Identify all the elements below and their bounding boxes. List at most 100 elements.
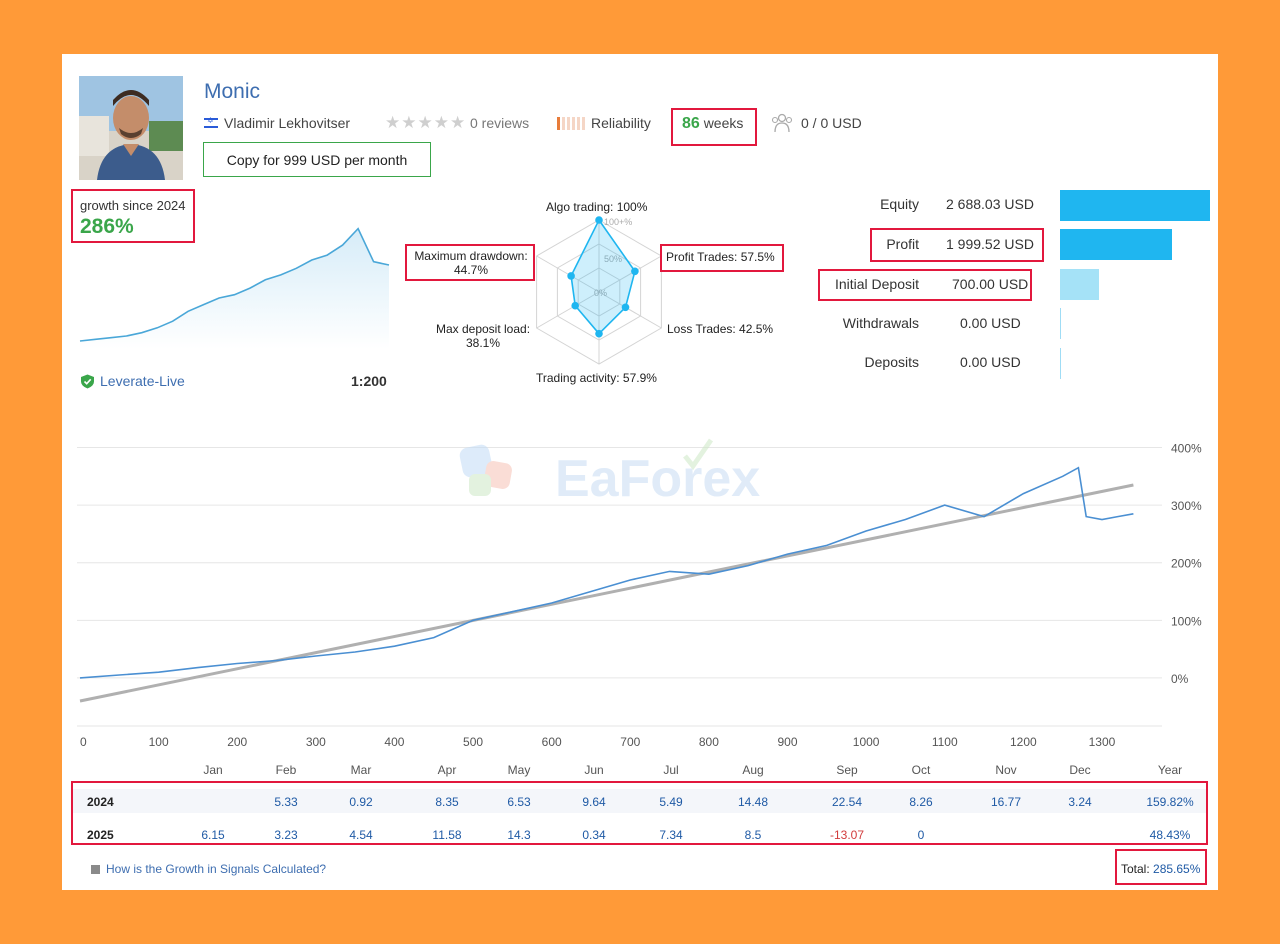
- equity-bar: [1060, 190, 1210, 221]
- author[interactable]: Vladimir Lekhovitser: [204, 115, 350, 131]
- copy-signal-button[interactable]: Copy for 999 USD per month: [203, 142, 431, 177]
- x-tick-label: 1300: [1089, 735, 1116, 749]
- signal-name[interactable]: Monic: [204, 80, 261, 103]
- table-row-bg: [73, 789, 1206, 813]
- broker[interactable]: Leverate-Live: [80, 373, 185, 389]
- radar-point-loss_trades: [621, 303, 630, 312]
- watermark-text: EaForex: [555, 450, 760, 508]
- table-cell: 6.53: [507, 795, 531, 809]
- x-tick-label: 100: [149, 735, 169, 749]
- table-cell: 0.92: [349, 795, 373, 809]
- month-header: Nov: [995, 763, 1017, 777]
- table-highlight: [71, 781, 1208, 845]
- radar-point-drawdown: [567, 272, 575, 280]
- weeks-highlight: [671, 108, 757, 146]
- table-cell: 4.54: [349, 828, 373, 842]
- drawdown-label: Maximum drawdown:: [414, 249, 528, 263]
- table-cell: 6.15: [201, 828, 225, 842]
- table-cell: 5.49: [659, 795, 683, 809]
- x-tick-label: 400: [384, 735, 404, 749]
- table-cell: 11.58: [432, 828, 462, 842]
- deposits-value: 0.00 USD: [960, 354, 1021, 370]
- radar-axis-1: [598, 255, 662, 293]
- table-cell: -13.07: [829, 828, 865, 842]
- table-cell: 14.48: [737, 795, 769, 809]
- x-tick-label: 900: [778, 735, 798, 749]
- y-tick-label: 0%: [1171, 672, 1189, 686]
- drawdown-value: 44.7%: [453, 263, 489, 277]
- table-cell: 8.26: [909, 795, 933, 809]
- chart-grid: [77, 447, 1162, 727]
- table-cell: 3.23: [274, 828, 298, 842]
- table-cell: 5.33: [274, 795, 298, 809]
- x-tick-label: 1200: [1010, 735, 1037, 749]
- table-cell: 48.43%: [1149, 828, 1191, 842]
- author-name[interactable]: Vladimir Lekhovitser: [224, 115, 351, 131]
- radar-label-activity: Trading activity: 57.9%: [536, 371, 657, 385]
- y-axis-ticks: 400% 300% 200% 100% 0%: [1171, 442, 1202, 686]
- sparkline-line: [79, 227, 390, 342]
- y-tick-label: 300%: [1171, 499, 1202, 513]
- growth-highlight: [71, 189, 195, 243]
- radar-point-deposit_load: [571, 301, 579, 310]
- radar-point-profit_trades: [631, 267, 639, 276]
- table-cell: 9.64: [582, 795, 606, 809]
- leverage: 1:200: [351, 373, 387, 389]
- x-tick-label: 1000: [853, 735, 880, 749]
- profit-label: Profit: [886, 236, 919, 252]
- radar-shape: [570, 218, 636, 335]
- month-header: Year: [1157, 763, 1183, 777]
- x-tick-label: 500: [463, 735, 483, 749]
- growth-calc-link-text[interactable]: How is the Growth in Signals Calculated?: [106, 862, 327, 876]
- month-header: Dec: [1069, 763, 1091, 777]
- radar-label-drawdown: Maximum drawdown: 44.7%: [413, 249, 529, 277]
- equity-value: 2 688.03 USD: [946, 196, 1034, 212]
- growth-sparkline-chart: [79, 227, 390, 349]
- deposit-load-value: 38.1%: [465, 336, 501, 350]
- month-header: May: [507, 763, 531, 777]
- radar-tick-100: 100+%: [604, 217, 632, 227]
- radar-label-deposit-load: Max deposit load: 38.1%: [427, 322, 539, 350]
- initial-deposit-highlight: [818, 269, 1032, 301]
- x-tick-label: 1100: [932, 735, 958, 749]
- drawdown-highlight: [405, 244, 535, 281]
- radar-tick-0: 0%: [594, 288, 607, 298]
- radar-points: [567, 216, 639, 338]
- month-header: Apr: [437, 763, 457, 777]
- weeks-label: weeks: [703, 115, 744, 131]
- radar-tick-50: 50%: [604, 254, 622, 264]
- avatar[interactable]: [79, 76, 183, 180]
- radar-point-activity: [595, 329, 603, 338]
- rating-stars-icon: ★★★★★: [385, 113, 467, 132]
- withdrawals-label: Withdrawals: [842, 315, 919, 331]
- flag-icon: [204, 116, 218, 128]
- growth-value: 286%: [80, 215, 134, 238]
- growth-calc-link[interactable]: How is the Growth in Signals Calculated?: [91, 862, 326, 876]
- month-header: Feb: [275, 763, 297, 777]
- verified-shield-icon: [81, 374, 94, 388]
- year-2024: 2024: [87, 795, 114, 809]
- month-header: Jul: [663, 763, 679, 777]
- month-header: Jan: [203, 763, 223, 777]
- x-tick-label: 800: [699, 735, 719, 749]
- signal-card: Monic Vladimir Lekhovitser ★★★★★ 0 revie…: [62, 54, 1218, 890]
- radar-label-profit-trades: Profit Trades: 57.5%: [666, 250, 775, 264]
- deposits-label: Deposits: [864, 354, 919, 370]
- equity-label: Equity: [880, 196, 919, 212]
- withdrawals-bar: [1060, 308, 1061, 339]
- total-label: Total:: [1121, 862, 1150, 876]
- reviews-link[interactable]: 0 reviews: [470, 115, 530, 131]
- radar-label-algo: Algo trading: 100%: [546, 200, 648, 214]
- broker-name[interactable]: Leverate-Live: [100, 373, 185, 389]
- x-tick-label: 0: [80, 735, 87, 749]
- month-header: Sep: [836, 763, 858, 777]
- weeks-number: 86: [682, 115, 700, 132]
- total-value: 285.65%: [1153, 862, 1201, 876]
- initial-deposit-bar: [1060, 269, 1100, 300]
- year-2025: 2025: [87, 828, 114, 842]
- table-cell: 14.3: [507, 828, 531, 842]
- month-header: Oct: [911, 763, 931, 777]
- reliability-bars-icon: [557, 117, 585, 130]
- growth-label: growth since 2024: [80, 198, 186, 213]
- profit-trades-highlight: [660, 244, 784, 272]
